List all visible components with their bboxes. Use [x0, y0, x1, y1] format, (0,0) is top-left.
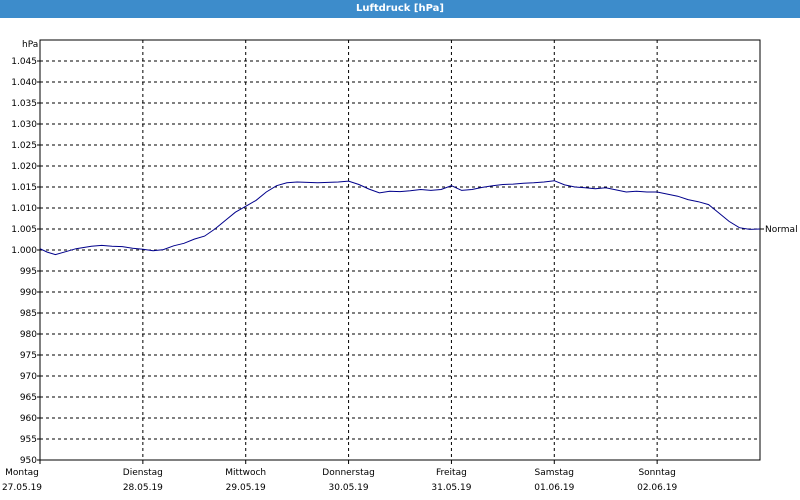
- x-tick-date: 29.05.19: [226, 483, 266, 493]
- pressure-chart: hPa 1.0451.0401.0351.0301.0251.0201.0151…: [2, 39, 798, 493]
- x-tick-day: Mittwoch: [225, 468, 266, 478]
- x-tick-day: Sonntag: [638, 468, 675, 478]
- y-tick-label: 970: [20, 372, 37, 382]
- y-tick-label: 1.020: [11, 162, 37, 172]
- x-tick-day: Donnerstag: [322, 468, 375, 478]
- series: [39, 180, 761, 256]
- y-tick-label: 955: [20, 435, 37, 445]
- y-tick-label: 950: [20, 456, 37, 466]
- y-tick-label: 1.010: [11, 204, 37, 214]
- pressure-line: [39, 180, 761, 256]
- y-tick-label: 1.005: [11, 225, 37, 235]
- x-tick-day: Montag: [5, 468, 39, 478]
- y-tick-label: 965: [20, 393, 37, 403]
- y-tick-label: 1.025: [11, 141, 37, 151]
- x-tick-date: 30.05.19: [329, 483, 369, 493]
- x-tick-day: Freitag: [436, 468, 467, 478]
- y-tick-labels: 1.045 1.040 1.035 1.030 1.025 1.020 1.015 1.010…: [11, 57, 37, 466]
- y-tick-label: 980: [20, 330, 37, 340]
- x-tick-date: 01.06.19: [534, 483, 574, 493]
- y-tick-label: 1.015: [11, 183, 37, 193]
- y-tick-label: 1.040: [11, 78, 37, 88]
- axes: [37, 39, 761, 464]
- reference: Normal: [760, 225, 798, 235]
- window-title: Luftdruck [hPa]: [0, 0, 800, 18]
- y-axis-label: hPa: [22, 40, 38, 50]
- y-tick-label: 990: [20, 288, 37, 298]
- y-tick-label: 1.000: [11, 246, 37, 256]
- y-tick-label: 1.045: [11, 57, 37, 67]
- y-tick-label: 1.035: [11, 99, 37, 109]
- x-tick-labels: Montag 27.05.19 Dienstag 28.05.19 Mittwoch 29…: [2, 468, 677, 493]
- x-tick-date: 27.05.19: [2, 483, 42, 493]
- x-tick-date: 31.05.19: [431, 483, 471, 493]
- y-tick-label: 960: [20, 414, 37, 424]
- plot-frame: [39, 39, 761, 461]
- x-tick-day: Dienstag: [123, 468, 163, 478]
- y-tick-label: 995: [20, 267, 37, 277]
- normal-label: Normal: [765, 225, 798, 235]
- y-tick-label: 975: [20, 351, 37, 361]
- y-tick-label: 985: [20, 309, 37, 319]
- x-tick-day: Samstag: [535, 468, 574, 478]
- y-tick-label: 1.030: [11, 120, 37, 130]
- x-tick-date: 02.06.19: [637, 483, 677, 493]
- grid: [40, 40, 760, 460]
- x-tick-date: 28.05.19: [123, 483, 163, 493]
